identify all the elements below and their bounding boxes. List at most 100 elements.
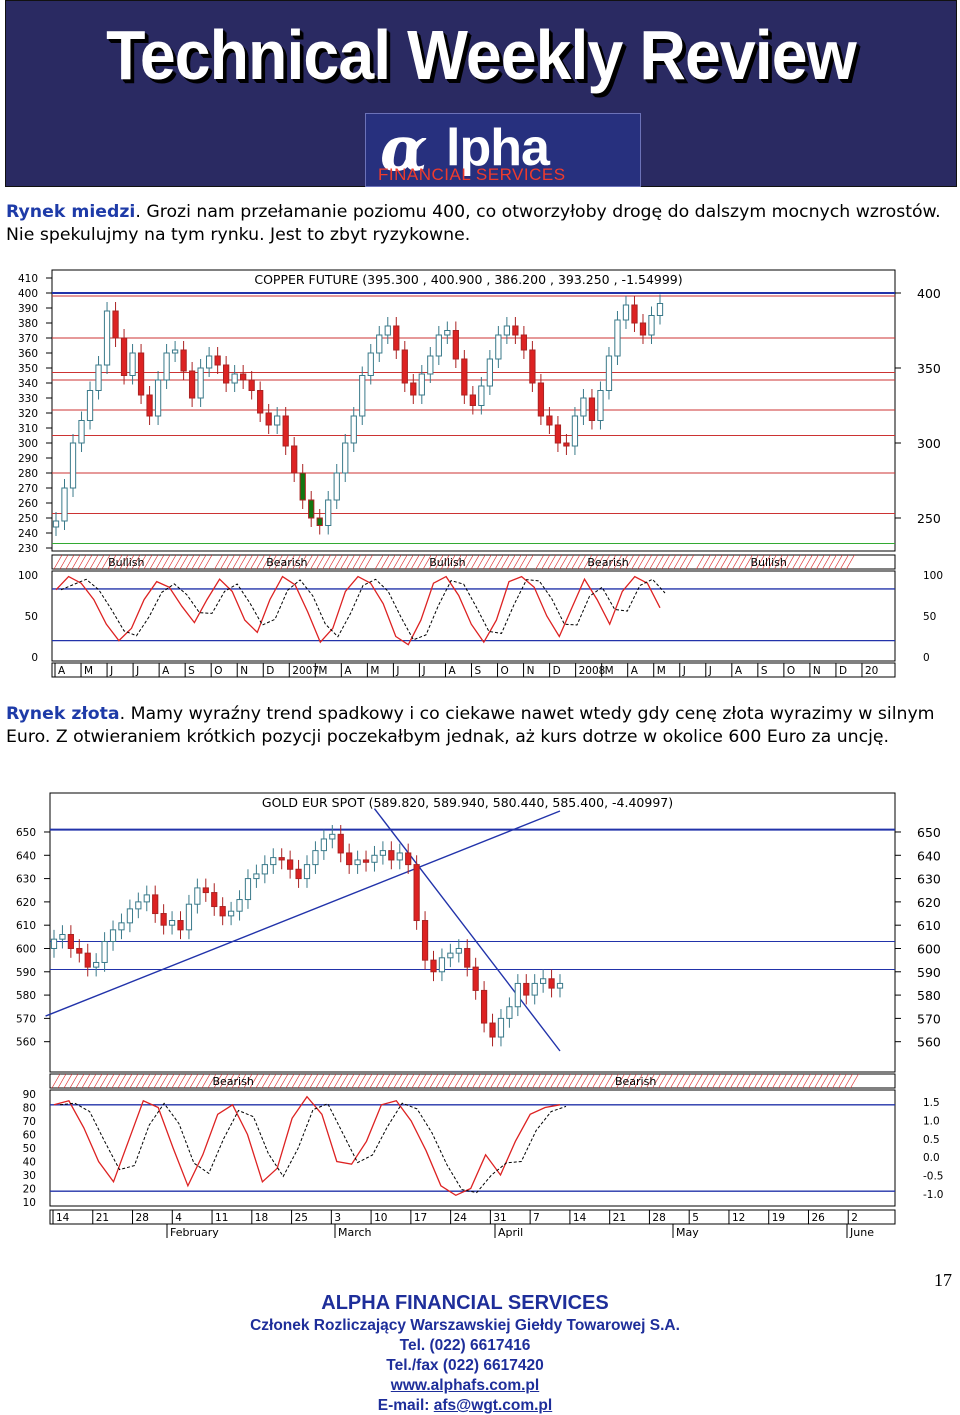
band-hatch (583, 554, 593, 570)
band-hatch (327, 1073, 337, 1089)
x-axis-band (51, 662, 896, 678)
band-hatch (310, 554, 319, 570)
month-label: May (676, 1226, 699, 1239)
x-tick-label: 19 (772, 1212, 785, 1224)
candle-body (219, 906, 226, 917)
candle-body (185, 903, 193, 931)
candle-body (486, 358, 493, 387)
candle-body (320, 838, 327, 852)
candle-body (171, 349, 179, 354)
band-hatch (556, 1073, 565, 1089)
candle-body (452, 330, 459, 360)
band-hatch (512, 554, 522, 570)
footer-email-link[interactable]: afs@wgt.com.pl (433, 1397, 553, 1414)
candle-body (180, 349, 187, 372)
candle-body (78, 420, 85, 444)
band-hatch (702, 554, 711, 570)
band-hatch (592, 1073, 601, 1089)
left-tick-label: 320 (18, 408, 38, 420)
candle-body (656, 303, 664, 316)
x-tick-label: J (109, 665, 113, 677)
trend-label: Bearish (615, 1075, 656, 1088)
x-tick-label: 14 (573, 1212, 587, 1224)
candle-body (240, 373, 247, 381)
candle-body (614, 319, 621, 357)
copper-text: . Grozi nam przełamanie poziomu 400, co … (6, 202, 941, 245)
band-hatch (292, 554, 301, 570)
band-hatch (298, 554, 307, 570)
band-hatch (828, 554, 837, 570)
x-tick-label: 31 (493, 1212, 506, 1224)
candle-body (152, 894, 159, 915)
right-tick-label: 590 (917, 965, 941, 980)
band-hatch (149, 554, 159, 570)
band-hatch (464, 554, 474, 570)
x-tick-label: 2008 (579, 665, 606, 677)
band-hatch (351, 1073, 361, 1089)
oscillator-tick-label: 70 (23, 1116, 36, 1128)
band-hatch (262, 554, 271, 570)
month-label: February (170, 1226, 219, 1239)
band-hatch (822, 554, 831, 570)
candle-body (278, 857, 285, 861)
band-hatch (141, 1073, 151, 1089)
band-hatch (526, 1073, 535, 1089)
band-hatch (640, 1073, 649, 1089)
candle-body (469, 394, 476, 406)
candle-body (401, 349, 408, 384)
band-hatch (694, 1073, 703, 1089)
band-hatch (358, 554, 367, 570)
band-hatch (286, 554, 295, 570)
right-tick-label: 400 (917, 286, 941, 301)
band-hatch (568, 1073, 577, 1089)
band-hatch (261, 1073, 271, 1089)
band-hatch (328, 554, 337, 570)
candle-body (135, 901, 142, 910)
band-hatch (219, 1073, 229, 1089)
candle-body (447, 952, 454, 959)
band-hatch (712, 1073, 721, 1089)
band-hatch (780, 554, 789, 570)
candle-body (205, 355, 213, 369)
band-hatch (520, 1073, 529, 1089)
band-hatch (279, 1073, 289, 1089)
band-hatch (123, 1073, 133, 1089)
candle-body (427, 355, 434, 375)
band-hatch (595, 554, 605, 570)
candle-body (548, 978, 555, 989)
band-hatch (440, 554, 450, 570)
band-hatch (700, 1073, 709, 1089)
band-hatch (256, 554, 265, 570)
band-hatch (291, 1073, 301, 1089)
x-tick-label: D (553, 665, 561, 677)
band-hatch (718, 1073, 727, 1089)
x-tick-label: J (421, 665, 425, 677)
band-hatch (117, 1073, 127, 1089)
x-tick-label: 11 (215, 1212, 228, 1224)
candle-body (316, 517, 323, 526)
band-hatch (129, 1073, 139, 1089)
trend-label: Bullish (108, 556, 144, 569)
band-hatch (213, 1073, 223, 1089)
trend-line (373, 808, 561, 1052)
page-number: 17 (934, 1270, 952, 1290)
x-tick-label: A (162, 665, 170, 677)
x-axis-band (49, 1209, 896, 1225)
band-hatch (399, 1073, 409, 1089)
band-hatch (571, 554, 581, 570)
candle-body (371, 854, 378, 863)
logo-subtitle: FINANCIAL SERVICES (378, 165, 566, 184)
copper-chart: COPPER FUTURE (395.300 , 400.900 , 386.2… (18, 269, 943, 678)
x-tick-label: N (240, 665, 248, 677)
band-hatch (404, 554, 414, 570)
band-hatch (87, 1073, 97, 1089)
band-hatch (646, 1073, 655, 1089)
band-hatch (195, 1073, 205, 1089)
left-tick-label: 610 (16, 920, 36, 932)
band-hatch (706, 1073, 715, 1089)
candle-body (103, 310, 111, 366)
band-hatch (89, 554, 99, 570)
footer-fax: Tel./fax (022) 6617420 (386, 1357, 544, 1374)
x-tick-label: J (682, 665, 686, 677)
footer-website-link[interactable]: www.alphafs.com.pl (390, 1377, 540, 1394)
